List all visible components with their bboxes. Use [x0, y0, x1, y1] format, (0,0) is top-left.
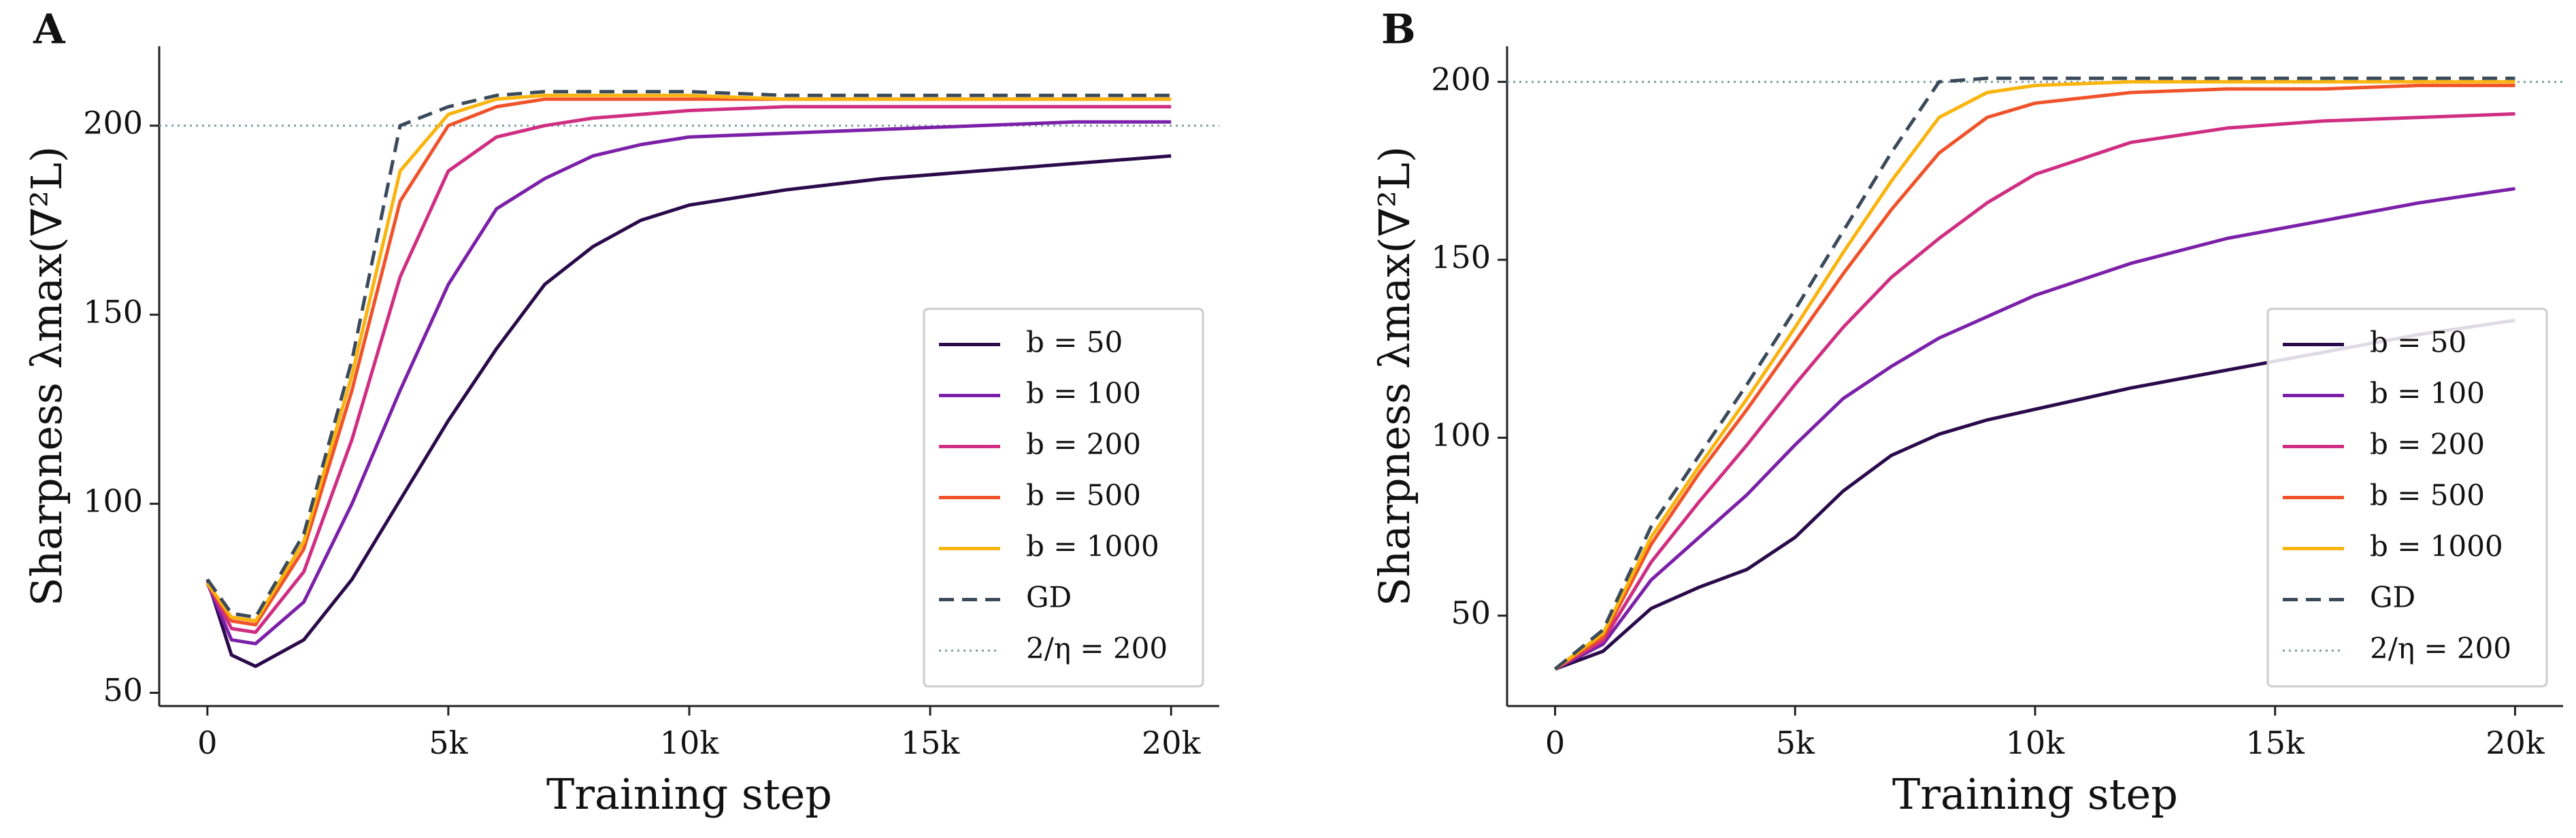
x-axis-label: Training step	[1892, 769, 2178, 819]
x-tick-label: 0	[197, 724, 217, 761]
y-tick-label: 150	[83, 294, 143, 331]
legend-label: GD	[1026, 581, 1072, 614]
legend-label: 2/η = 200	[1026, 632, 1168, 665]
x-tick-label: 15k	[901, 724, 961, 761]
series-line	[1554, 186, 2515, 671]
legend-label: 2/η = 200	[2370, 632, 2511, 665]
x-tick-label: 5k	[429, 724, 468, 761]
series-line	[1554, 112, 2515, 671]
legend-box	[2266, 307, 2548, 688]
panel-label: A	[33, 6, 66, 54]
x-tick-label: 0	[1545, 724, 1565, 761]
x-tick-label: 20k	[2486, 724, 2545, 761]
panel-label: B	[1381, 6, 1416, 54]
y-axis-label: Sharpness λmax(∇²L)	[1370, 146, 1419, 606]
series-line	[1553, 76, 2515, 671]
series-line	[205, 90, 1172, 619]
legend-label: GD	[2370, 581, 2415, 614]
legend-label: b = 50	[1026, 326, 1123, 359]
y-tick-label: 100	[83, 483, 143, 520]
y-tick-label: 200	[83, 105, 143, 141]
legend-label: b = 100	[2370, 377, 2485, 410]
legend-label: b = 200	[1026, 428, 1141, 461]
x-tick-label: 5k	[1776, 724, 1815, 761]
y-tick-label: 100	[1431, 417, 1491, 454]
series-line	[1554, 84, 2515, 671]
series-line	[205, 154, 1172, 669]
x-tick-label: 15k	[2246, 724, 2306, 761]
x-tick-label: 10k	[2006, 724, 2066, 761]
series-line	[205, 120, 1172, 646]
y-tick-label: 150	[1431, 239, 1491, 275]
series-line	[205, 93, 1172, 623]
y-tick-label: 50	[103, 672, 143, 709]
series-line	[205, 105, 1172, 635]
legend-label: b = 1000	[1026, 530, 1159, 563]
y-tick-label: 50	[1451, 594, 1491, 631]
legend-label: b = 100	[1026, 377, 1141, 410]
series-line	[1554, 80, 2515, 671]
y-axis-label: Sharpness λmax(∇²L)	[22, 146, 71, 606]
legend-label: b = 1000	[2370, 530, 2503, 563]
y-tick-label: 200	[1431, 61, 1491, 97]
legend-label: b = 500	[1026, 479, 1141, 512]
x-axis-label: Training step	[546, 769, 832, 819]
legend-label: b = 500	[2370, 479, 2485, 512]
legend-label: b = 200	[2370, 428, 2485, 461]
legend-label: b = 50	[2370, 326, 2466, 359]
x-tick-label: 10k	[660, 724, 720, 761]
x-tick-label: 20k	[1142, 724, 1202, 761]
legend-box	[923, 307, 1204, 688]
